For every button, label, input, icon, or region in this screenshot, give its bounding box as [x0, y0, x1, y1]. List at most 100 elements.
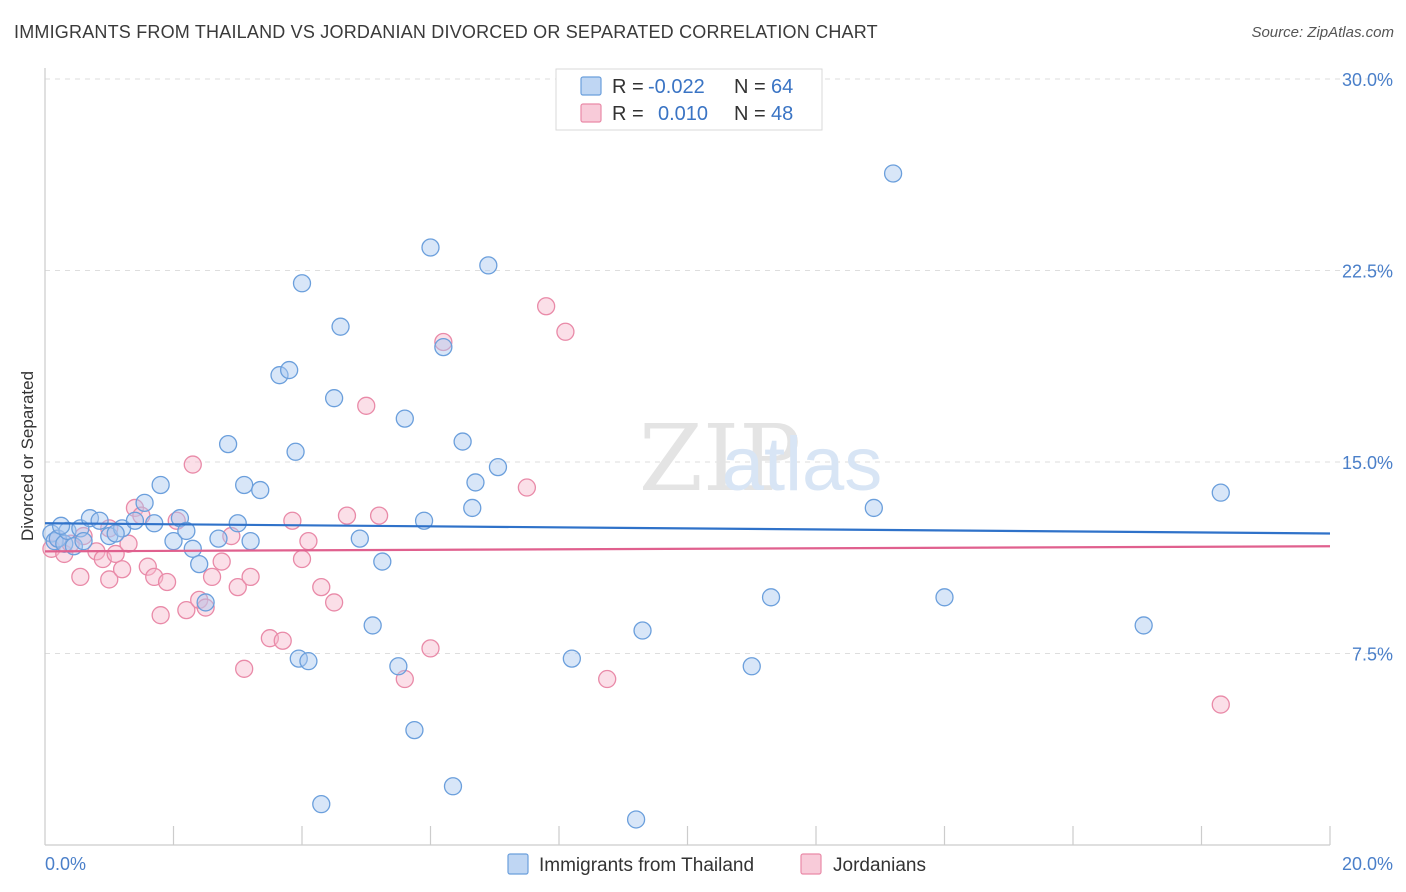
jordanians-point-31: [283, 511, 302, 530]
legend-bottom-swatch-jordanians: [800, 853, 822, 875]
thailand-point-13: [151, 475, 170, 495]
trend-line-jordanians: [44, 545, 1331, 553]
jordanians-point-42: [517, 478, 537, 497]
thailand-point-20: [218, 434, 238, 454]
thailand-point-36: [373, 552, 392, 571]
jordanians-point-20: [183, 455, 202, 474]
legend-swatch-thailand: [580, 76, 602, 96]
thailand-point-60: [74, 532, 93, 551]
jordanians-point-14: [138, 557, 157, 576]
legend-r-label-thailand: R =: [612, 76, 644, 98]
legend-swatch-jordanians: [580, 103, 602, 123]
series-jordanians-points: [42, 297, 1230, 714]
thailand-point-58: [1211, 483, 1230, 502]
jordanians-point-26: [228, 577, 247, 597]
y-axis-tick-labels: 7.5% 15.0% 22.5% 30.0%: [1342, 70, 1393, 665]
jordanians-point-4: [71, 567, 90, 587]
x-tick-label-min: 0.0%: [45, 854, 86, 874]
trend-lines: [44, 522, 1331, 553]
thailand-point-61: [106, 524, 125, 543]
legend-r-value-thailand: -0.022: [648, 76, 705, 98]
thailand-point-59: [51, 516, 71, 535]
jordanians-point-35: [324, 593, 344, 612]
thailand-point-30: [299, 652, 318, 671]
thailand-point-34: [350, 529, 369, 548]
jordanians-point-17: [157, 572, 177, 592]
jordanians-point-10: [112, 560, 132, 579]
y-tick-label-3: 30.0%: [1342, 70, 1393, 90]
thailand-point-37: [389, 657, 408, 676]
thailand-point-47: [479, 256, 498, 275]
thailand-point-52: [742, 657, 761, 676]
thailand-point-18: [196, 593, 215, 612]
jordanians-point-9: [106, 544, 125, 564]
thailand-point-49: [562, 649, 581, 668]
jordanians-point-27: [235, 659, 254, 678]
thailand-point-8: [90, 511, 109, 530]
y-tick-label-1: 15.0%: [1342, 453, 1393, 473]
thailand-point-38: [395, 409, 414, 428]
jordanians-point-37: [357, 396, 376, 415]
trend-line-thailand: [44, 522, 1331, 535]
thailand-point-17: [190, 554, 209, 574]
jordanians-point-19: [177, 600, 196, 620]
thailand-point-46: [466, 473, 485, 492]
jordanians-point-43: [537, 297, 556, 316]
jordanians-point-28: [241, 567, 260, 587]
x-tick-label-max: 20.0%: [1342, 854, 1393, 874]
series-thailand-points: [42, 164, 1230, 829]
thailand-point-57: [1134, 616, 1153, 635]
legend-n-label-jordanians: N =: [734, 103, 766, 125]
jordanians-point-41: [434, 332, 453, 352]
legend-r-label-jordanians: R =: [612, 103, 644, 125]
thailand-point-24: [251, 480, 270, 500]
thailand-point-44: [453, 432, 472, 451]
thailand-point-15: [164, 532, 183, 551]
jordanians-point-8: [100, 570, 119, 589]
thailand-point-33: [331, 317, 350, 336]
thailand-point-43: [443, 777, 463, 796]
thailand-point-48: [488, 457, 508, 477]
jordanians-point-32: [292, 549, 312, 569]
x-axis-ticks: [172, 826, 1331, 845]
thailand-point-54: [864, 498, 883, 518]
grid-lines: [45, 78, 1392, 654]
jordanians-point-40: [421, 639, 440, 658]
jordanians-point-30: [273, 631, 292, 650]
jordanians-point-34: [312, 577, 331, 597]
jordanians-point-46: [1211, 695, 1230, 714]
thailand-point-50: [626, 810, 646, 829]
jordanians-point-16: [151, 606, 170, 625]
legend-n-value-thailand: 64: [771, 76, 793, 98]
thailand-point-23: [241, 532, 260, 551]
thailand-point-12: [135, 493, 154, 513]
watermark-atlas: atlas: [722, 422, 883, 507]
source-credit: Source: ZipAtlas.com: [1251, 24, 1394, 41]
y-tick-label-2: 22.5%: [1342, 262, 1393, 282]
thailand-point-19: [209, 529, 228, 548]
thailand-point-41: [421, 238, 440, 257]
legend-r-value-jordanians: 0.010: [658, 103, 708, 125]
jordanians-point-44: [556, 322, 575, 341]
thailand-point-56: [935, 588, 954, 607]
jordanians-point-45: [598, 669, 617, 689]
thailand-point-31: [312, 794, 331, 814]
y-tick-label-0: 7.5%: [1352, 645, 1393, 665]
chart-title: IMMIGRANTS FROM THAILAND VS JORDANIAN DI…: [14, 22, 878, 42]
legend-n-value-jordanians: 48: [771, 103, 793, 125]
thailand-point-21: [228, 514, 247, 533]
thailand-point-26: [279, 360, 299, 380]
legend-bottom-swatch-thailand: [507, 853, 529, 875]
thailand-point-63: [177, 521, 196, 541]
legend-top: R = -0.022 N = 64 R = 0.010 N = 48: [555, 68, 823, 131]
legend-bottom-label-thailand: Immigrants from Thailand: [539, 855, 754, 876]
jordanians-point-22: [196, 598, 215, 617]
thailand-point-32: [324, 389, 344, 408]
thailand-point-22: [235, 475, 254, 495]
jordanians-point-11: [119, 534, 138, 553]
jordanians-point-2: [55, 544, 74, 564]
legend-bottom-label-jordanians: Jordanians: [833, 855, 926, 876]
thailand-point-55: [883, 164, 903, 183]
jordanians-point-38: [369, 506, 389, 525]
